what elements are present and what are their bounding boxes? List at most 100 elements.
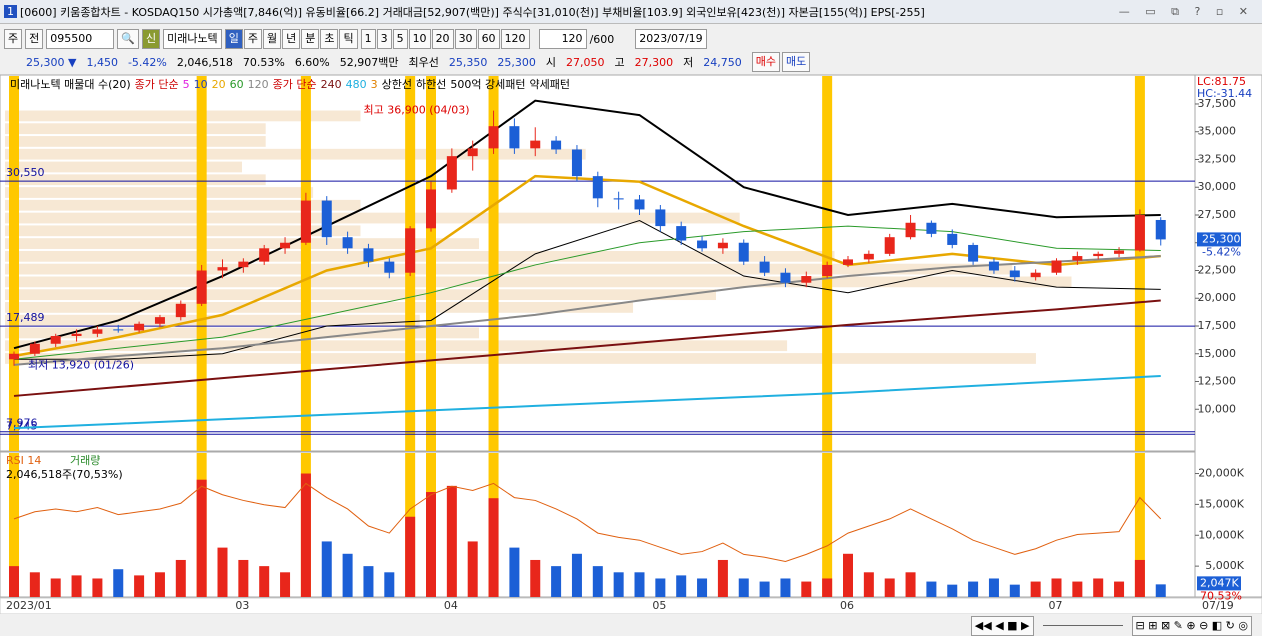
axis-panel [1194, 74, 1262, 598]
zoom-buttons[interactable]: ⊟ ⊞ ⊠ ✎ ⊕ ⊖ ◧ ↻ ◎ [1131, 615, 1252, 636]
volume-bar [1114, 581, 1125, 597]
nav-buttons[interactable]: ◀◀ ◀ ■ ▶ [970, 615, 1034, 636]
price-tag-label: 25,300 [1202, 232, 1241, 245]
highlight [1134, 453, 1145, 597]
candle-body [717, 242, 728, 249]
candle-body [509, 126, 520, 149]
volume-bar [843, 553, 853, 597]
volume-bar [92, 578, 103, 597]
unit-button[interactable]: 년 [282, 29, 301, 49]
search[interactable]: 🔍 [117, 29, 139, 49]
candle-body [280, 242, 291, 249]
volume-rate-label: 70.53% [1200, 589, 1242, 602]
candle-body [384, 261, 395, 273]
volume-profile-bar [5, 276, 1072, 288]
candle-body [1093, 253, 1104, 257]
unit-button[interactable]: 주 [243, 29, 262, 49]
volume-bar [300, 473, 311, 597]
period[interactable]: 주 [4, 29, 23, 49]
candle-body [488, 126, 499, 149]
legend-item: 3 [370, 77, 378, 91]
icon: 1 [4, 5, 17, 18]
hc-label: HC:-31.44 [1197, 87, 1252, 100]
volume-bar [238, 559, 249, 597]
title-bar: 1 [0600] 키움종합차트 - KOSDAQ150 시가총액[7,846(억… [0, 0, 1262, 24]
amount: 52,907백만 [339, 56, 399, 69]
volume-tick-label: 5,000K [1205, 559, 1244, 572]
unit-button[interactable]: 일 [224, 29, 243, 49]
level-label: 17,489 [6, 311, 45, 324]
candle-body [1134, 214, 1145, 251]
volume-bar [71, 575, 82, 597]
volume-profile-bar [5, 136, 266, 147]
ma-line [13, 374, 1161, 430]
candle-body [1051, 260, 1062, 273]
highlight [822, 453, 833, 597]
volume-bar [50, 578, 61, 597]
ma-line [13, 255, 1161, 366]
level-label: 7,745 [6, 419, 38, 432]
volume-bar [9, 566, 19, 597]
minute-button[interactable]: 5 [392, 29, 408, 49]
candle-body [446, 156, 457, 190]
y-tick-label: 12,500 [1198, 375, 1237, 388]
candle-body [905, 222, 916, 238]
volume-bar [988, 578, 999, 597]
sell-button[interactable]: 매도 [782, 52, 811, 72]
candle-body [50, 335, 61, 344]
prev[interactable]: 전 [25, 29, 44, 49]
candle-body [1009, 270, 1020, 278]
volume-bar [175, 559, 186, 597]
volume-title: 거래량 [70, 454, 100, 467]
minute-button[interactable]: 3 [376, 29, 392, 49]
unit-button[interactable]: 초 [320, 29, 339, 49]
legend-item: 종가 단순 [272, 78, 317, 91]
volume-bar [697, 578, 708, 597]
stock-name[interactable]: 미래나노텍 [163, 29, 222, 49]
volume-rate: 70.53% [242, 55, 285, 69]
count[interactable]: 120 [538, 29, 587, 49]
highlight [9, 453, 19, 597]
code[interactable]: 095500 [46, 29, 115, 49]
new-badge[interactable]: 신 [141, 29, 161, 49]
minute-button[interactable]: 30 [454, 29, 477, 49]
candle-body [9, 353, 19, 360]
volume-profile-bar [5, 187, 314, 198]
candle-body [655, 209, 666, 227]
candle-body [1030, 272, 1041, 278]
volume-profile-bar [5, 314, 420, 326]
minute-button[interactable]: 20 [431, 29, 454, 49]
candle-body [175, 303, 186, 318]
volume-profile-bar [5, 161, 242, 173]
volume-profile-bar [5, 212, 740, 224]
legend-item: 500억 강세패턴 [450, 78, 526, 91]
volume-bar [488, 498, 499, 597]
minute-button[interactable]: 1 [360, 29, 376, 49]
volume-tick-label: 10,000K [1198, 528, 1244, 541]
candle-body [300, 200, 311, 243]
candle-body [968, 244, 979, 262]
minute-button[interactable]: 60 [477, 29, 500, 49]
unit-button[interactable]: 월 [262, 29, 282, 49]
unit-button[interactable]: 틱 [339, 29, 358, 49]
minute-button[interactable]: 120 [500, 29, 530, 49]
volume-bar [467, 541, 478, 597]
minute-button[interactable]: 10 [408, 29, 431, 49]
unit-button[interactable]: 분 [301, 29, 320, 49]
volume-bar [780, 578, 791, 597]
x-axis [0, 597, 1262, 614]
buy-button[interactable]: 매수 [751, 52, 780, 72]
volume-bar [384, 572, 395, 597]
lc-label: LC:81.75 [1197, 75, 1246, 88]
window-controls[interactable]: — ▭ ⧉ ? ▫ ✕ [1118, 4, 1254, 18]
slider[interactable] [1042, 625, 1123, 626]
candle-body [1155, 219, 1166, 240]
date[interactable]: 2023/07/19 [635, 29, 707, 49]
volume-bar [613, 572, 624, 597]
candle-body [29, 343, 40, 354]
volume-bar [134, 575, 145, 597]
quote-row: 25,300 ▼ 1,450 -5.42% 2,046,518 70.53% 6… [0, 52, 1262, 72]
legend-item: 120 [247, 77, 269, 91]
candle-body [92, 329, 103, 334]
y-tick-label: 15,000 [1198, 347, 1237, 360]
